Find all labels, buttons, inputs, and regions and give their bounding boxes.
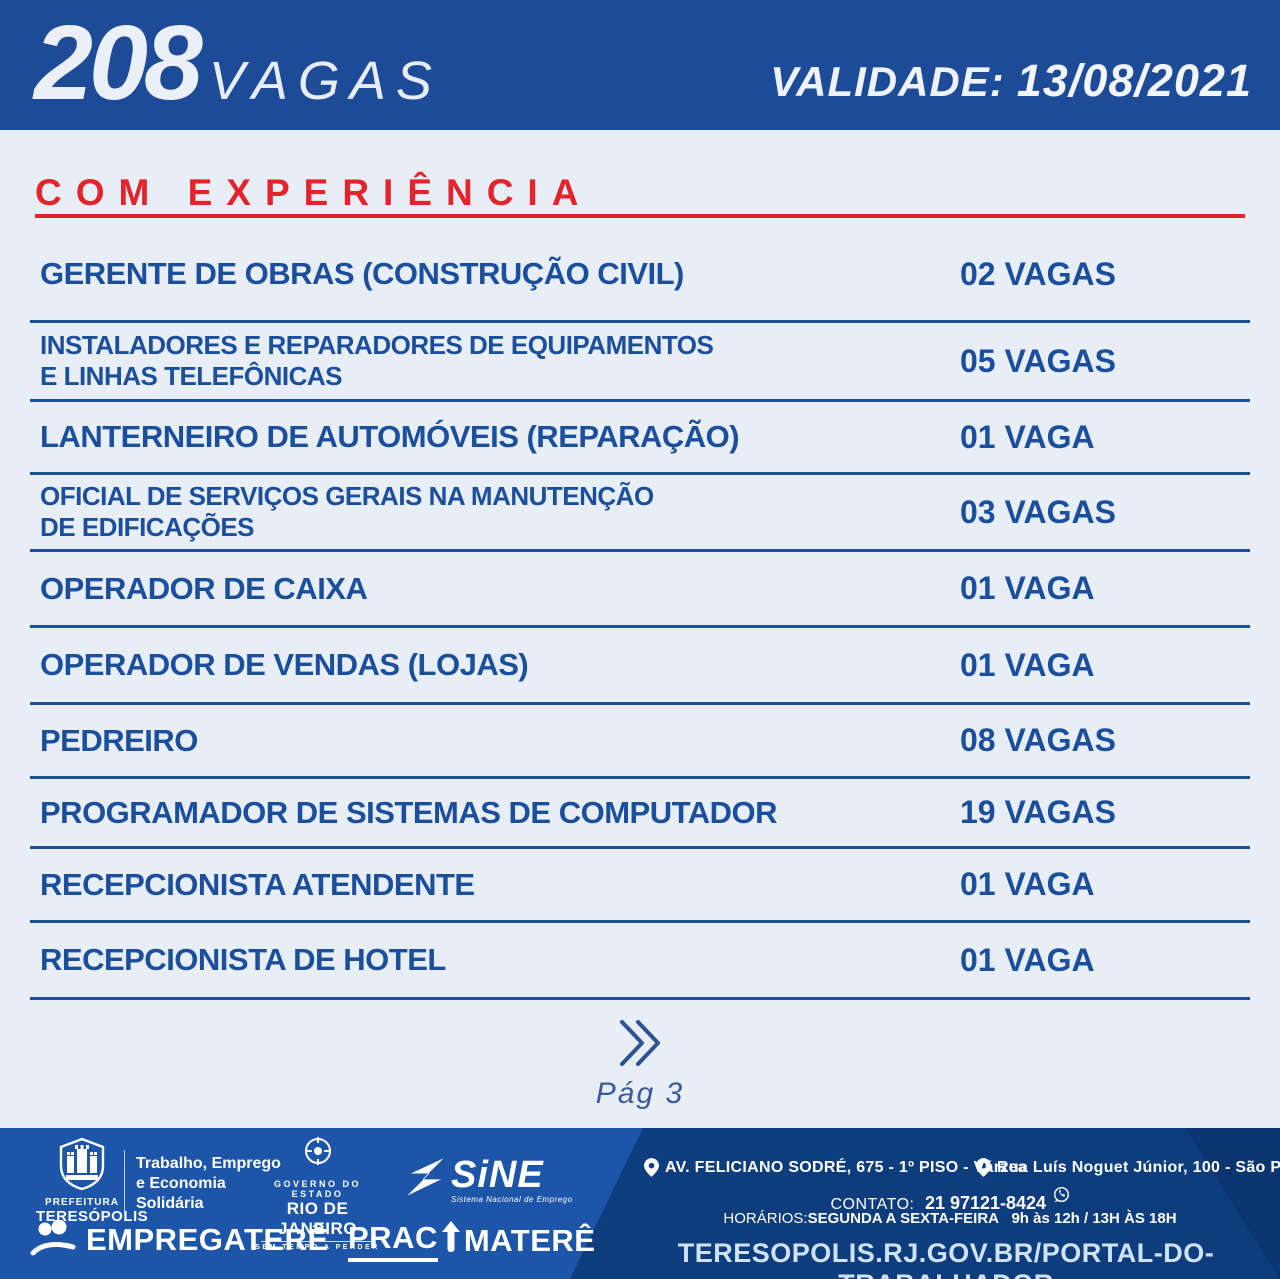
location-pin-icon xyxy=(644,1158,659,1177)
contact-line: CONTATO: 21 97121-8424 xyxy=(640,1186,1260,1214)
job-title: OFICIAL DE SERVIÇOS GERAIS NA MANUTENÇÃO… xyxy=(40,481,654,542)
people-wave-icon xyxy=(30,1220,76,1256)
validity-date: 13/08/2021 xyxy=(1016,55,1252,106)
job-row: PROGRAMADOR DE SISTEMAS DE COMPUTADOR 19… xyxy=(30,779,1250,849)
footer: PREFEITURA TERESÓPOLIS Trabalho, Emprego… xyxy=(0,1128,1280,1279)
sine-text-group: SiNE Sistema Nacional de Emprego xyxy=(451,1156,573,1204)
job-row: RECEPCIONISTA DE HOTEL 01 VAGA xyxy=(30,923,1250,1000)
job-title: OPERADOR DE VENDAS (LOJAS) xyxy=(40,647,529,682)
job-vacancies: 01 VAGA xyxy=(960,570,1095,606)
location-pin-icon xyxy=(976,1158,991,1177)
pager[interactable]: Pág 3 xyxy=(0,1018,1280,1111)
secretaria-line: e Economia xyxy=(136,1175,226,1192)
governo-label: GOVERNO DO ESTADO xyxy=(273,1179,361,1199)
header-bar: 208 VAGAS VALIDADE: 13/08/2021 xyxy=(0,0,1280,130)
prefeitura-name: TERESÓPOLIS xyxy=(36,1208,149,1225)
job-row: OPERADOR DE CAIXA 01 VAGA xyxy=(30,552,1250,628)
footer-divider xyxy=(124,1150,125,1212)
validity-group: VALIDADE: 13/08/2021 xyxy=(770,55,1252,107)
empregatere-logo: EMPREGATERÊ xyxy=(30,1220,329,1260)
sine-s-icon xyxy=(407,1158,444,1196)
rio-de-janeiro-crest-icon xyxy=(304,1137,331,1165)
hours-line: HORÁRIOS:SEGUNDA A SEXTA-FEIRA 9h às 12h… xyxy=(640,1210,1260,1228)
vacancy-count-group: 208 VAGAS xyxy=(34,8,442,118)
job-vacancies: 01 VAGA xyxy=(960,418,1095,455)
section-title: COM EXPERIÊNCIA xyxy=(35,172,593,213)
job-title: GERENTE DE OBRAS (CONSTRUÇÃO CIVIL) xyxy=(40,256,684,291)
job-vacancies: 01 VAGA xyxy=(960,941,1095,978)
validity-label: VALIDADE: xyxy=(770,58,1005,105)
hours-label: HORÁRIOS: xyxy=(723,1210,808,1227)
address-text: Rua Luís Noguet Júnior, 100 - São Pedro xyxy=(997,1158,1280,1176)
pracimatere-logo: PRAC MATERÊ xyxy=(348,1220,595,1262)
job-vacancies: 19 VAGAS xyxy=(960,794,1116,830)
up-arrow-icon xyxy=(441,1221,460,1252)
job-row: RECEPCIONISTA ATENDENTE 01 VAGA xyxy=(30,849,1250,923)
sine-subtitle: Sistema Nacional de Emprego xyxy=(451,1195,573,1204)
contact-label: CONTATO: xyxy=(830,1196,915,1213)
job-vacancies: 08 VAGAS xyxy=(960,722,1116,758)
prefeitura-logo: PREFEITURA TERESÓPOLIS xyxy=(36,1137,149,1225)
job-row: LANTERNEIRO DE AUTOMÓVEIS (REPARAÇÃO) 01… xyxy=(30,402,1250,475)
governo-rj-logo: GOVERNO DO ESTADO RIO DE JANEIRO SEM TEM… xyxy=(255,1136,380,1251)
job-row: OPERADOR DE VENDAS (LOJAS) 01 VAGA xyxy=(30,628,1250,705)
job-title: OPERADOR DE CAIXA xyxy=(40,570,368,606)
teresopolis-crest-icon xyxy=(59,1137,105,1191)
job-vacancies: 03 VAGAS xyxy=(960,493,1116,530)
job-row: PEDREIRO 08 VAGAS xyxy=(30,705,1250,779)
sine-name: SiNE xyxy=(451,1154,544,1196)
hours-time: 9h às 12h / 13H ÀS 18H xyxy=(1011,1210,1177,1227)
secretaria-label: Trabalho, Emprego e Economia Solidária xyxy=(136,1154,281,1214)
vacancy-count: 208 xyxy=(34,4,203,122)
address-text: AV. FELICIANO SODRÉ, 675 - 1º PISO - Vár… xyxy=(665,1158,1027,1176)
job-title: RECEPCIONISTA DE HOTEL xyxy=(40,942,446,977)
job-row: INSTALADORES E REPARADORES DE EQUIPAMENT… xyxy=(30,323,1250,402)
website-url[interactable]: TERESOPOLIS.RJ.GOV.BR/PORTAL-DO-TRABALHA… xyxy=(677,1238,1215,1279)
job-title: PEDREIRO xyxy=(40,722,198,758)
address-1: AV. FELICIANO SODRÉ, 675 - 1º PISO - Vár… xyxy=(644,1158,1027,1177)
governo-rule xyxy=(261,1241,374,1242)
hours-days: SEGUNDA A SEXTA-FEIRA xyxy=(807,1210,1000,1227)
job-row: OFICIAL DE SERVIÇOS GERAIS NA MANUTENÇÃO… xyxy=(30,475,1250,552)
job-vacancies: 05 VAGAS xyxy=(960,342,1116,379)
job-title: LANTERNEIRO DE AUTOMÓVEIS (REPARAÇÃO) xyxy=(40,419,740,454)
pracimatere-left: PRAC xyxy=(348,1220,438,1262)
pracimatere-right: MATERÊ xyxy=(463,1223,596,1258)
vacancy-count-label: VAGAS xyxy=(208,51,442,111)
secretaria-line: Solidária xyxy=(136,1195,204,1212)
job-title: PROGRAMADOR DE SISTEMAS DE COMPUTADOR xyxy=(40,794,778,830)
job-row: GERENTE DE OBRAS (CONSTRUÇÃO CIVIL) 02 V… xyxy=(30,228,1250,323)
contact-phone[interactable]: 21 97121-8424 xyxy=(924,1193,1047,1213)
job-vacancies: 01 VAGA xyxy=(960,866,1095,902)
job-vacancies: 02 VAGAS xyxy=(960,255,1116,292)
address-2: Rua Luís Noguet Júnior, 100 - São Pedro xyxy=(976,1158,1280,1177)
double-chevron-right-icon xyxy=(620,1020,660,1066)
job-vacancies: 01 VAGA xyxy=(960,646,1095,683)
sine-logo: SiNE Sistema Nacional de Emprego xyxy=(405,1156,573,1204)
job-title: RECEPCIONISTA ATENDENTE xyxy=(40,866,475,902)
secretaria-line: Trabalho, Emprego xyxy=(136,1155,281,1172)
governo-slogan: SEM TEMPO A PERDER xyxy=(255,1244,380,1251)
job-title: INSTALADORES E REPARADORES DE EQUIPAMENT… xyxy=(40,330,714,391)
page-label: Pág 3 xyxy=(595,1077,685,1110)
section-underline xyxy=(35,214,1245,218)
empregatere-label: EMPREGATERÊ xyxy=(86,1222,329,1257)
footer-right-panel xyxy=(570,1128,1280,1279)
prefeitura-label: PREFEITURA xyxy=(45,1197,119,1208)
governo-name: RIO DE JANEIRO xyxy=(277,1199,358,1238)
whatsapp-icon xyxy=(1053,1186,1069,1203)
